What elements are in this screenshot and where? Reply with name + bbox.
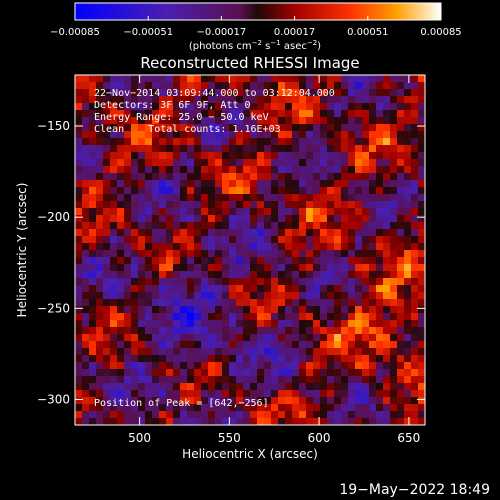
annotation-peak: Position of Peak = [642,−256]: [94, 398, 269, 409]
colorbar-tick-label: −0.00051: [123, 27, 173, 38]
colorbar-ticks: −0.00085 −0.00051 −0.00017 0.00017 0.00051 0.…: [50, 16, 462, 38]
colorbar-tick-label: 0.00051: [347, 27, 388, 38]
colorbar: −0.00085 −0.00051 −0.00017 0.00017 0.00051 0.…: [50, 2, 462, 52]
x-tick-label: 500: [128, 431, 151, 445]
y-axis: −150 −200 −250 −300: [37, 119, 425, 406]
y-tick-label: −150: [37, 119, 70, 133]
y-tick-label: −250: [37, 301, 70, 315]
colorbar-tick-label: −0.00085: [50, 27, 100, 38]
plot-frame: [74, 74, 426, 426]
footer-timestamp: 19−May−2022 18:49: [339, 482, 490, 498]
y-tick-label: −300: [37, 392, 70, 406]
colorbar-units: (photons cm−2 s−1 asec−2): [189, 39, 321, 52]
heatmap-image: [75, 75, 425, 425]
x-tick-label: 650: [397, 431, 420, 445]
chart-title: Reconstructed RHESSI Image: [140, 54, 359, 72]
annotation-time: 22−Nov−2014 03:09:44.000 to 03:12:04.000: [94, 88, 335, 99]
x-axis-label: Heliocentric X (arcsec): [182, 447, 318, 461]
x-tick-label: 550: [218, 431, 241, 445]
annotation-energy: Energy Range: 25.0 − 50.0 keV: [94, 112, 269, 123]
y-axis-label: Heliocentric Y (arcsec): [15, 183, 29, 318]
annotation-block: 22−Nov−2014 03:09:44.000 to 03:12:04.000…: [94, 88, 335, 409]
colorbar-tick-label: 0.00017: [274, 27, 315, 38]
annotation-counts: Clean Total counts: 1.16E+03: [94, 124, 281, 135]
colorbar-gradient: [74, 2, 442, 21]
colorbar-tick-label: 0.00085: [420, 27, 461, 38]
y-tick-label: −200: [37, 210, 70, 224]
x-axis: 500 550 600 650: [128, 75, 420, 445]
x-tick-label: 600: [308, 431, 331, 445]
annotation-detectors: Detectors: 3F 6F 9F, Att 0: [94, 100, 251, 111]
colorbar-tick-label: −0.00017: [197, 27, 247, 38]
